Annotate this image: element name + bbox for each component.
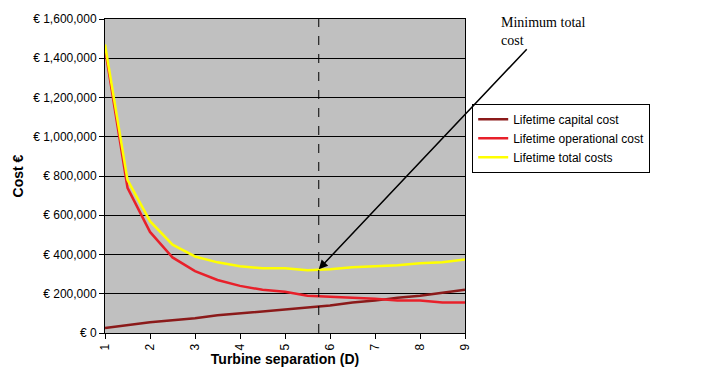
svg-text:€ 1,400,000: € 1,400,000: [33, 51, 97, 65]
svg-text:Lifetime operational cost: Lifetime operational cost: [513, 132, 644, 146]
svg-text:€ 400,000: € 400,000: [43, 248, 97, 262]
svg-text:€ 1,200,000: € 1,200,000: [33, 91, 97, 105]
svg-text:€ 600,000: € 600,000: [43, 208, 97, 222]
svg-text:Minimum totalcost: Minimum totalcost: [501, 15, 586, 48]
svg-text:2: 2: [143, 343, 157, 350]
svg-text:Cost €: Cost €: [10, 154, 26, 197]
svg-text:6: 6: [323, 343, 337, 350]
svg-text:3: 3: [188, 343, 202, 350]
svg-text:€ 200,000: € 200,000: [43, 287, 97, 301]
svg-text:€ 1,000,000: € 1,000,000: [33, 130, 97, 144]
svg-text:8: 8: [413, 343, 427, 350]
svg-text:Lifetime capital cost: Lifetime capital cost: [513, 113, 619, 127]
svg-text:1: 1: [98, 343, 112, 350]
svg-text:€ 0: € 0: [80, 326, 97, 340]
svg-text:€ 1,600,000: € 1,600,000: [33, 12, 97, 26]
svg-text:9: 9: [458, 343, 472, 350]
svg-text:5: 5: [278, 343, 292, 350]
svg-text:Turbine separation (D): Turbine separation (D): [211, 351, 359, 367]
svg-text:4: 4: [233, 343, 247, 350]
svg-text:7: 7: [368, 343, 382, 350]
svg-text:€ 800,000: € 800,000: [43, 169, 97, 183]
svg-text:Lifetime total costs: Lifetime total costs: [513, 151, 612, 165]
